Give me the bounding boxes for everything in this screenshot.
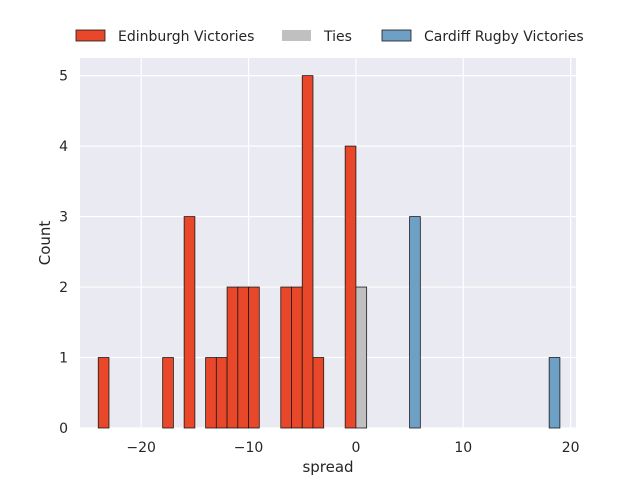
histogram-bar	[344, 145, 357, 429]
histogram-bar	[97, 357, 110, 429]
histogram-bar	[205, 357, 217, 429]
x-axis-ticks: −20 −10 0 10 20	[126, 440, 579, 456]
histogram-bar	[548, 357, 561, 429]
histogram-bar	[312, 357, 325, 429]
y-tick-label: 1	[59, 351, 68, 367]
bars	[97, 75, 561, 429]
y-tick-label: 3	[59, 210, 68, 226]
histogram-bar	[248, 286, 260, 429]
x-axis-label: spread	[302, 458, 353, 476]
histogram-bar	[409, 216, 421, 429]
y-axis-ticks: 0 1 2 3 4 5	[59, 69, 68, 437]
histogram-bar	[301, 75, 314, 429]
histogram-bar	[226, 286, 239, 429]
legend-swatch	[282, 30, 311, 41]
legend: Edinburgh Victories Ties Cardiff Rugby Vic…	[75, 29, 584, 45]
histogram-bar	[355, 286, 368, 429]
histogram-bar	[183, 216, 196, 429]
y-tick-label: 5	[59, 69, 68, 85]
legend-swatch	[75, 29, 106, 42]
histogram-bar	[162, 357, 174, 429]
x-tick-label: 0	[351, 440, 360, 456]
histogram-bar	[237, 286, 249, 429]
histogram-bar	[215, 357, 228, 429]
plot-background	[80, 58, 576, 428]
x-tick-label: −20	[126, 440, 156, 456]
histogram-bar	[280, 286, 292, 429]
y-tick-label: 2	[59, 280, 68, 296]
legend-label: Edinburgh Victories	[118, 29, 254, 45]
x-tick-label: −10	[234, 440, 264, 456]
y-tick-label: 4	[59, 139, 68, 155]
legend-swatch	[381, 29, 412, 42]
legend-label: Cardiff Rugby Victories	[424, 29, 584, 45]
histogram-bar	[291, 286, 303, 429]
y-axis-label: Count	[36, 221, 54, 266]
y-tick-label: 0	[59, 421, 68, 437]
x-tick-label: 10	[454, 440, 472, 456]
legend-label: Ties	[323, 29, 352, 45]
x-tick-label: 20	[562, 440, 580, 456]
